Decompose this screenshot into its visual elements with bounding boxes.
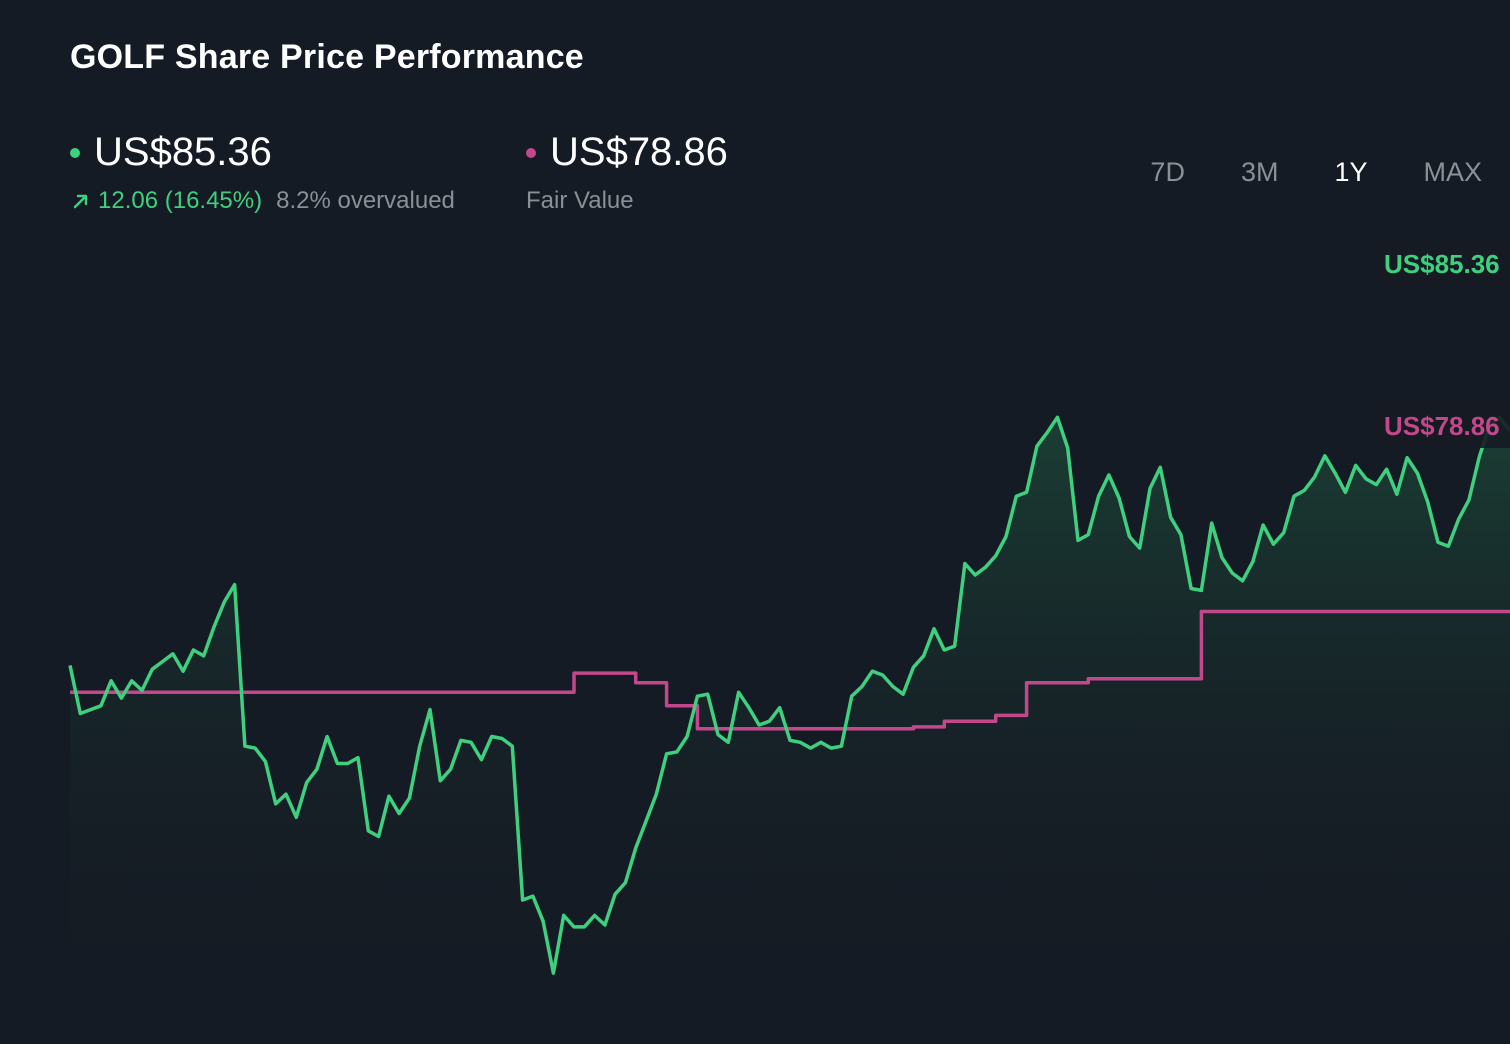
valuation-status: 8.2% overvalued [276,187,455,214]
period-selector: 7D 3M 1Y MAX [1094,157,1482,188]
fair-value-label: Fair Value [526,187,634,214]
fair-value-end-label: US$78.86 [1376,404,1510,448]
svg-text:US$85.36: US$85.36 [1384,249,1500,279]
price-area [70,417,1510,1000]
price-change-value: 12.06 (16.45%) [98,187,263,214]
chart-title: GOLF Share Price Performance [70,38,584,76]
period-max[interactable]: MAX [1423,157,1482,187]
current-price: US$85.36 [94,130,272,174]
period-7d[interactable]: 7D [1150,157,1185,187]
period-1y[interactable]: 1Y [1334,157,1368,187]
fair-value-price: US$78.86 [550,130,728,174]
current-price-block: US$85.36 12.06 (16.45%) 8.2% overvalued [70,130,455,215]
period-3m[interactable]: 3M [1240,157,1279,187]
fair-value-block: US$78.86 Fair Value [526,130,728,215]
share-price-line [68,415,1510,975]
fair-value-dot [526,147,536,158]
arrow-up-right-icon [73,194,88,209]
fair-value-line [70,609,1510,731]
current-price-dot [70,147,80,158]
price-change: 12.06 (16.45%) [70,187,262,215]
share-price-end-label: US$85.36 [1376,242,1510,286]
svg-text:US$78.86: US$78.86 [1384,411,1500,441]
